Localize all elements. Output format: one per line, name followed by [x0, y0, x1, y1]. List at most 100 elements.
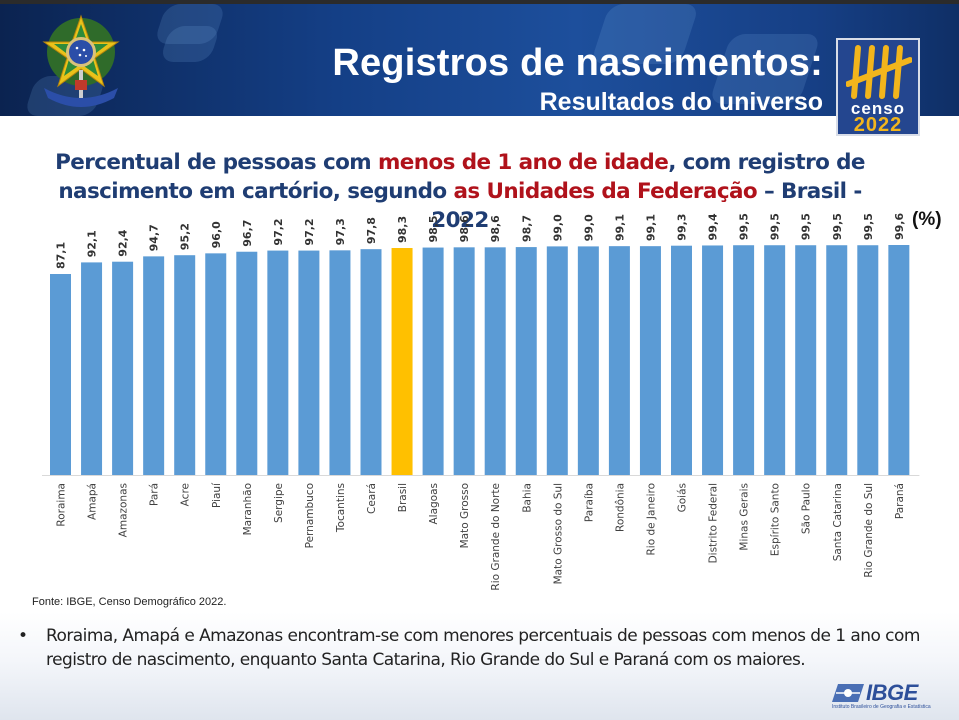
value-label: 99,4: [707, 213, 720, 240]
category-label: Paraná: [894, 483, 906, 519]
bar-paraiba: [577, 246, 599, 475]
category-label: Mato Grosso: [459, 483, 471, 548]
ibge-logo: IBGE Instituto Brasileiro de Geografia e…: [832, 680, 932, 712]
value-label: 99,0: [551, 214, 564, 241]
bars-group: [50, 245, 910, 475]
category-label: Pernambuco: [304, 483, 316, 548]
category-label: Distrito Federal: [708, 483, 720, 563]
bar-amapa: [81, 262, 103, 475]
category-label: Alagoas: [428, 483, 440, 525]
bar-parana: [888, 245, 910, 475]
category-label: Maranhão: [242, 483, 254, 535]
ibge-logo-icon: [832, 684, 864, 702]
category-label: Santa Catarina: [832, 483, 844, 561]
category-label: Sergipe: [273, 483, 285, 523]
value-label: 98,6: [489, 215, 502, 242]
category-label: Rio Grande do Norte: [490, 483, 502, 591]
chart-title-highlight: menos de 1 ano de idade: [377, 150, 669, 175]
slide-subtitle: Resultados do universo: [539, 88, 823, 116]
category-labels-group: Roraima Amapá Amazonas Pará Acre Piauí Maranhã…: [56, 482, 906, 591]
value-label: 97,2: [303, 218, 316, 245]
category-label: Acre: [180, 483, 192, 506]
brazil-coat-of-arms-icon: [42, 14, 120, 107]
ibge-logo-text: IBGE: [866, 680, 918, 705]
chart-title-part: – Brasil - 2022: [431, 179, 862, 233]
category-label: Rio Grande do Sul: [863, 483, 875, 578]
chart-title-part: , com registro de nascimento em cartório…: [58, 150, 865, 204]
value-label: 99,6: [893, 213, 906, 240]
chart-title-part: Percentual de pessoas com: [55, 150, 378, 175]
category-label: Roraima: [56, 483, 68, 527]
category-label: Paraíba: [583, 483, 595, 522]
category-label: Piauí: [211, 482, 223, 508]
censo-logo-year: 2022: [853, 114, 903, 136]
bar-brasil: [391, 248, 413, 475]
value-labels-group: 87,1 92,1 92,4 94,7 95,2 96,0 96,7 97,2 97,2 97,3…: [55, 213, 906, 269]
value-label: 98,3: [396, 216, 409, 243]
bullet-icon: •: [18, 626, 28, 646]
bar-maranhao: [236, 251, 258, 475]
value-label: 97,8: [365, 217, 378, 244]
value-label: 98,7: [520, 215, 533, 242]
censo-logo-word: censo: [850, 99, 906, 118]
value-label: 99,5: [769, 213, 782, 240]
source-note: Fonte: IBGE, Censo Demográfico 2022.: [32, 596, 227, 608]
bar-rondonia: [608, 246, 630, 475]
bar-bahia: [515, 247, 537, 475]
bar-santa-catarina: [826, 245, 848, 475]
ibge-logo-tagline: Instituto Brasileiro de Geografia e Esta…: [832, 704, 931, 710]
value-label: 98,5: [427, 215, 440, 242]
censo-2022-logo: censo 2022: [836, 38, 920, 136]
bar-pernambuco: [298, 250, 320, 475]
value-label: 99,5: [800, 213, 813, 240]
category-label: Amazonas: [118, 483, 130, 537]
value-label: 97,2: [272, 218, 285, 245]
unit-label: (%): [912, 209, 942, 230]
category-label: Amapá: [87, 483, 99, 520]
value-label: 99,1: [644, 214, 657, 241]
bar-piaui: [205, 253, 227, 475]
value-label: 94,7: [148, 224, 161, 251]
bar-espirito-santo: [764, 245, 786, 475]
value-label: 98,6: [458, 215, 471, 242]
bar-ceara: [360, 249, 382, 475]
value-label: 96,7: [241, 220, 254, 247]
bar-rio-de-janeiro: [639, 246, 661, 475]
category-label: Mato Grosso do Sul: [552, 483, 564, 584]
bar-acre: [174, 255, 196, 475]
category-label: Tocantins: [335, 483, 347, 533]
value-label: 99,5: [862, 213, 875, 240]
value-label: 99,3: [676, 214, 689, 241]
value-label: 92,4: [117, 229, 130, 256]
bar-alagoas: [422, 247, 444, 475]
chart-title: Percentual de pessoas com menos de 1 ano…: [30, 148, 890, 235]
slide-title: Registros de nascimentos:: [332, 42, 823, 84]
top-bar: [0, 0, 959, 4]
category-label: Rio de Janeiro: [645, 483, 657, 556]
category-label: Pará: [149, 483, 161, 506]
bar-roraima: [50, 274, 71, 475]
bar-mato-grosso-do-sul: [546, 246, 568, 475]
value-label: 92,1: [86, 230, 99, 257]
bullet-text: Roraima, Amapá e Amazonas encontram-se c…: [46, 626, 920, 670]
value-label: 99,5: [831, 213, 844, 240]
bar-para: [143, 256, 165, 475]
slide-header: Registros de nascimentos: Resultados do …: [0, 4, 959, 116]
bar-mato-grosso: [453, 247, 475, 475]
bar-minas-gerais: [733, 245, 755, 475]
value-label: 96,0: [210, 221, 223, 248]
bar-sao-paulo: [795, 245, 817, 475]
value-label: 97,3: [334, 218, 347, 245]
bar-sergipe: [267, 250, 289, 475]
bar-distrito-federal: [702, 245, 724, 475]
category-label: Espírito Santo: [770, 483, 782, 556]
category-label: Goiás: [677, 483, 689, 512]
bar-rio-grande-do-sul: [857, 245, 879, 475]
category-label: Bahia: [521, 483, 533, 513]
value-label: 99,1: [613, 214, 626, 241]
value-label: 87,1: [55, 242, 68, 269]
bar-goias: [671, 245, 692, 475]
bar-tocantins: [329, 250, 351, 475]
bar-amazonas: [112, 261, 134, 475]
